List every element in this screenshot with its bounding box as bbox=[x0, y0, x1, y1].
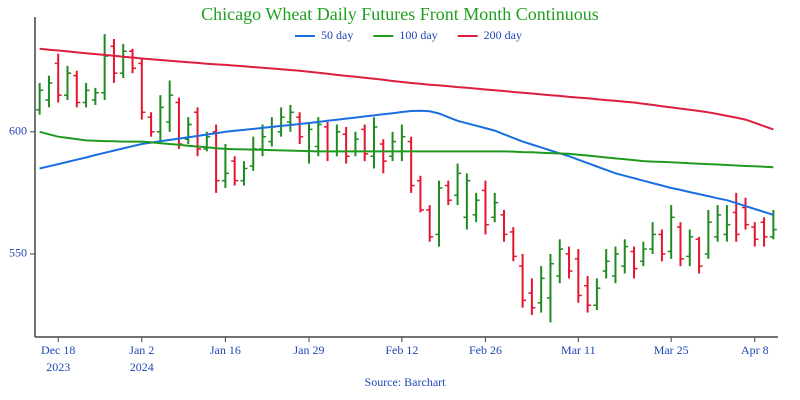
x-tick-label: Jan 16 bbox=[210, 343, 241, 357]
x-tick-label: Jan 29 bbox=[293, 343, 324, 357]
y-tick-label: 600 bbox=[9, 124, 27, 138]
ma-line bbox=[39, 109, 774, 216]
legend-label: 200 day bbox=[484, 28, 522, 42]
x-tick-label: Jan 2 bbox=[129, 343, 154, 357]
ma-line bbox=[39, 47, 774, 131]
x-tick-label: Feb 12 bbox=[385, 343, 418, 357]
x-tick-year: 2024 bbox=[130, 360, 154, 374]
x-tick-label: Dec 18 bbox=[41, 343, 75, 357]
source: Source: Barchart bbox=[365, 375, 447, 389]
x-tick-year: 2023 bbox=[46, 360, 70, 374]
legend-label: 50 day bbox=[321, 28, 353, 42]
legend-label: 100 day bbox=[399, 28, 437, 42]
x-tick-label: Feb 26 bbox=[469, 343, 502, 357]
ma-line bbox=[39, 130, 774, 169]
x-tick-label: Mar 11 bbox=[561, 343, 596, 357]
x-tick-label: Mar 25 bbox=[654, 343, 689, 357]
y-tick-label: 550 bbox=[9, 246, 27, 260]
x-tick-label: Apr 8 bbox=[741, 343, 769, 357]
chart-title: Chicago Wheat Daily Futures Front Month … bbox=[201, 4, 599, 24]
